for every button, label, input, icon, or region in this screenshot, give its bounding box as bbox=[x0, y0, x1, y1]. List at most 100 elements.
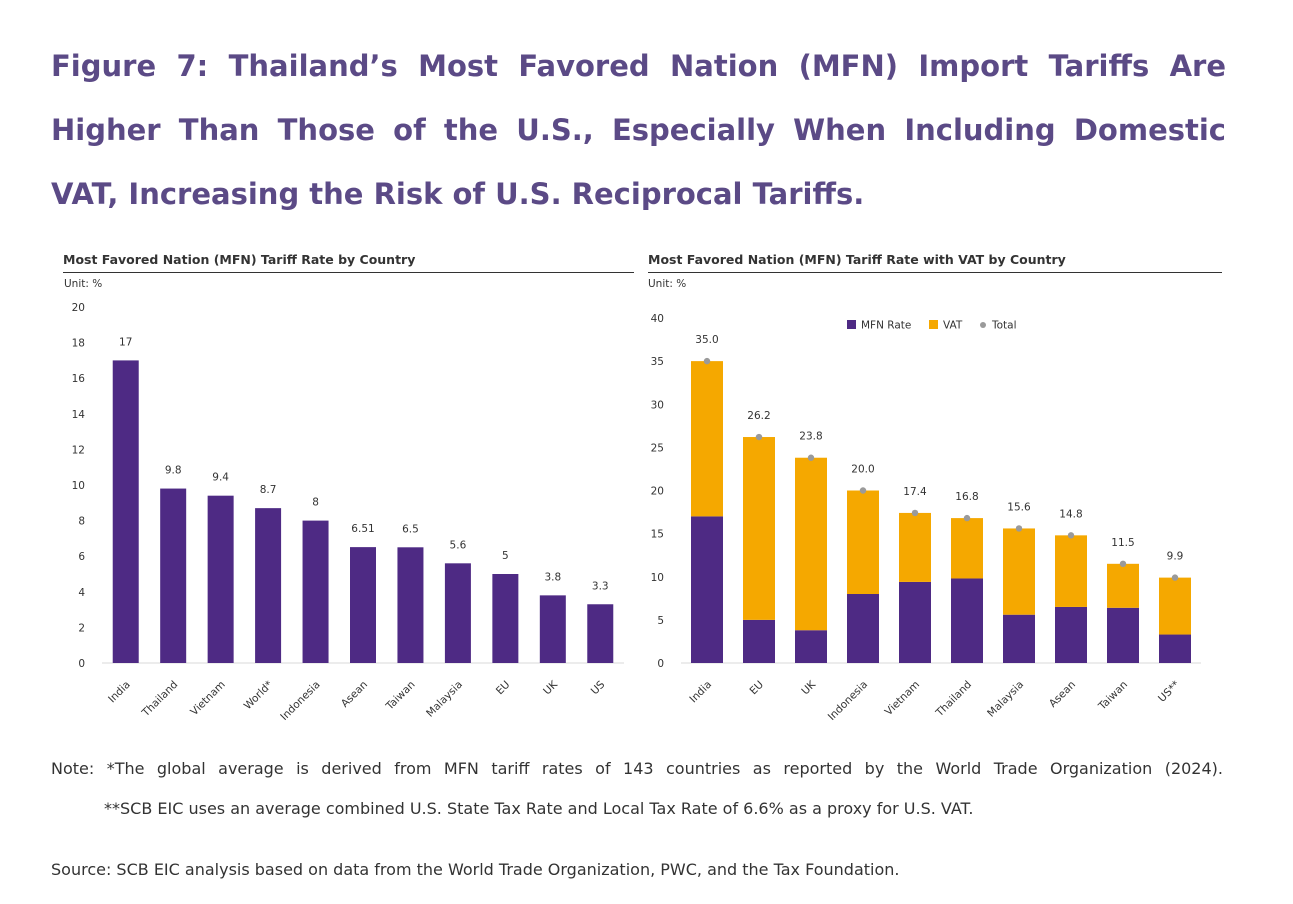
x-tick-label-indonesia: Indonesia bbox=[826, 679, 870, 723]
y-tick-label: 30 bbox=[651, 399, 664, 411]
bar-malaysia bbox=[444, 563, 471, 663]
bar-eu bbox=[492, 574, 519, 663]
bar-indonesia bbox=[302, 520, 329, 663]
y-tick-label: 10 bbox=[72, 480, 85, 492]
x-tick-label-us: US** bbox=[1156, 679, 1182, 705]
data-label-indonesia: 20.0 bbox=[851, 464, 874, 476]
total-marker-taiwan bbox=[1119, 560, 1127, 568]
data-label-india: 17 bbox=[119, 336, 132, 348]
y-tick-label: 40 bbox=[651, 313, 664, 325]
total-marker-uk bbox=[807, 454, 815, 461]
data-label-taiwan: 11.5 bbox=[1111, 537, 1134, 549]
bar-thailand bbox=[160, 488, 187, 663]
y-tick-label: 4 bbox=[78, 587, 85, 599]
bar-mfn-uk bbox=[795, 630, 827, 663]
data-label-malaysia: 15.6 bbox=[1007, 501, 1031, 513]
legend-marker-total bbox=[980, 322, 986, 328]
total-marker-thailand bbox=[963, 514, 971, 522]
total-marker-asean bbox=[1067, 532, 1075, 539]
y-tick-label: 20 bbox=[72, 302, 85, 314]
bar-vietnam bbox=[207, 495, 234, 663]
x-tick-label-uk: UK bbox=[541, 678, 561, 698]
source-note: Source: SCB EIC analysis based on data f… bbox=[51, 860, 900, 879]
bar-world bbox=[255, 508, 282, 663]
left-chart-unit: Unit: % bbox=[64, 278, 103, 290]
bar-mfn-malaysia bbox=[1003, 614, 1035, 663]
x-tick-label-asean: Asean bbox=[339, 679, 370, 710]
bar-vat-uk bbox=[795, 457, 827, 631]
bar-vat-taiwan bbox=[1107, 563, 1139, 608]
bar-mfn-india bbox=[691, 516, 723, 663]
y-tick-label: 18 bbox=[72, 338, 85, 350]
y-tick-label: 0 bbox=[78, 658, 85, 670]
bar-uk bbox=[539, 595, 566, 663]
bar-vat-eu bbox=[743, 437, 775, 620]
x-tick-label-malaysia: Malaysia bbox=[985, 679, 1026, 720]
note-line-1: Note: *The global average is derived fro… bbox=[51, 759, 1223, 778]
x-tick-label-asean: Asean bbox=[1047, 679, 1078, 710]
total-marker-indonesia bbox=[859, 487, 867, 494]
y-tick-label: 14 bbox=[72, 409, 86, 421]
data-label-eu: 5 bbox=[502, 550, 509, 562]
bar-vat-indonesia bbox=[847, 490, 879, 594]
total-marker-india bbox=[703, 357, 711, 365]
left-chart-title: Most Favored Nation (MFN) Tariff Rate by… bbox=[63, 252, 634, 273]
bar-vat-thailand bbox=[951, 518, 983, 579]
x-tick-label-thailand: Thailand bbox=[139, 679, 180, 720]
y-tick-label: 10 bbox=[651, 572, 664, 584]
right-stacked-bar-chart: 0 5 10 15 20 25 30 35 40 35.0 India 26.2 EU 23.8 UK 20.… bbox=[651, 313, 1201, 723]
data-label-vietnam: 17.4 bbox=[903, 486, 927, 498]
data-label-indonesia: 8 bbox=[312, 497, 319, 509]
data-label-asean: 14.8 bbox=[1059, 508, 1082, 520]
data-label-world: 8.7 bbox=[260, 484, 277, 496]
data-label-asean: 6.51 bbox=[351, 523, 374, 535]
bar-mfn-us bbox=[1159, 634, 1191, 663]
y-tick-label: 0 bbox=[657, 658, 664, 670]
x-tick-label-vietnam: Vietnam bbox=[883, 679, 922, 718]
bar-asean bbox=[350, 547, 376, 663]
x-tick-label-india: India bbox=[687, 679, 714, 706]
legend-label-mfn: MFN Rate bbox=[861, 320, 911, 332]
total-marker-us bbox=[1171, 574, 1179, 581]
data-label-uk: 23.8 bbox=[799, 431, 822, 443]
bar-india bbox=[112, 360, 139, 663]
bar-mfn-taiwan bbox=[1107, 607, 1139, 663]
x-tick-label-taiwan: Taiwan bbox=[1096, 679, 1130, 713]
y-tick-label: 8 bbox=[78, 516, 85, 528]
x-tick-label-thailand: Thailand bbox=[933, 679, 974, 720]
legend-label-total: Total bbox=[991, 320, 1017, 332]
note-line-2: **SCB EIC uses an average combined U.S. … bbox=[104, 799, 974, 818]
bar-mfn-asean bbox=[1055, 606, 1087, 663]
left-bar-chart: 0 2 4 6 8 10 12 14 16 18 20 17 India 9.8 Thailand 9.4 Vi… bbox=[72, 302, 624, 723]
data-label-vietnam: 9.4 bbox=[212, 472, 229, 484]
bar-vat-asean bbox=[1055, 535, 1087, 607]
data-label-thailand: 9.8 bbox=[165, 465, 182, 477]
y-tick-label: 25 bbox=[651, 442, 664, 454]
data-label-india: 35.0 bbox=[695, 334, 718, 346]
y-tick-label: 15 bbox=[651, 529, 664, 541]
bar-mfn-thailand bbox=[951, 578, 983, 663]
total-marker-eu bbox=[755, 433, 763, 441]
bar-vat-us bbox=[1159, 577, 1191, 635]
right-chart-title: Most Favored Nation (MFN) Tariff Rate wi… bbox=[648, 252, 1222, 273]
bar-mfn-eu bbox=[743, 619, 775, 663]
bar-vat-india bbox=[691, 361, 723, 517]
bar-vat-vietnam bbox=[899, 512, 931, 582]
legend-swatch-mfn bbox=[847, 320, 856, 329]
y-tick-label: 2 bbox=[78, 622, 85, 634]
x-tick-label-malaysia: Malaysia bbox=[424, 679, 465, 720]
legend-swatch-vat bbox=[929, 320, 938, 329]
x-tick-label-india: India bbox=[106, 679, 133, 706]
y-tick-label: 16 bbox=[72, 373, 86, 385]
y-tick-label: 12 bbox=[72, 444, 85, 456]
x-tick-label-vietnam: Vietnam bbox=[188, 679, 227, 718]
y-tick-label: 20 bbox=[651, 486, 664, 498]
data-label-thailand: 16.8 bbox=[955, 491, 978, 503]
x-tick-label-world: World* bbox=[242, 679, 275, 712]
x-tick-label-indonesia: Indonesia bbox=[278, 679, 322, 723]
legend-label-vat: VAT bbox=[943, 320, 963, 332]
data-label-malaysia: 5.6 bbox=[450, 539, 467, 551]
x-tick-label-us: US bbox=[589, 678, 608, 697]
figure-title: Figure 7: Thailand’s Most Favored Nation… bbox=[51, 49, 1226, 211]
data-label-uk: 3.8 bbox=[544, 571, 561, 583]
